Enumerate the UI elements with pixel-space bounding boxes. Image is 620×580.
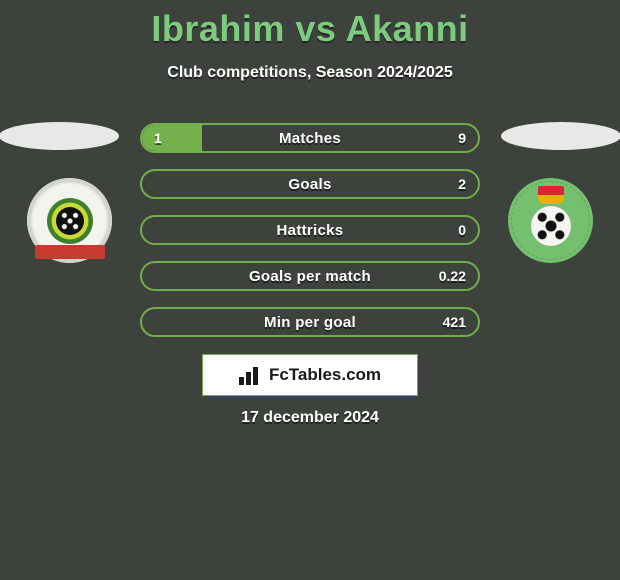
stat-label: Min per goal (142, 309, 478, 335)
stat-label: Matches (142, 125, 478, 151)
stat-bar: Goals 2 (140, 169, 480, 199)
page-title: Ibrahim vs Akanni (0, 0, 620, 50)
bar-chart-icon (239, 365, 263, 385)
subtitle: Club competitions, Season 2024/2025 (0, 64, 620, 82)
club-badge-right (508, 178, 593, 263)
stat-label: Goals per match (142, 263, 478, 289)
club-badge-left (27, 178, 112, 263)
stat-bars: 1 Matches 9 Goals 2 Hattricks 0 Goals pe… (140, 123, 480, 353)
stat-bar: Hattricks 0 (140, 215, 480, 245)
stat-label: Goals (142, 171, 478, 197)
stat-bar: Goals per match 0.22 (140, 261, 480, 291)
stat-right-value: 9 (458, 125, 466, 151)
stat-right-value: 0.22 (439, 263, 466, 289)
stat-right-value: 0 (458, 217, 466, 243)
brand-text: FcTables.com (269, 365, 381, 385)
date-label: 17 december 2024 (0, 409, 620, 427)
brand-box[interactable]: FcTables.com (202, 354, 418, 396)
stat-bar: Min per goal 421 (140, 307, 480, 337)
player-left-oval (0, 122, 119, 150)
stat-right-value: 2 (458, 171, 466, 197)
stat-right-value: 421 (443, 309, 466, 335)
stat-bar: 1 Matches 9 (140, 123, 480, 153)
stat-label: Hattricks (142, 217, 478, 243)
player-right-oval (501, 122, 620, 150)
